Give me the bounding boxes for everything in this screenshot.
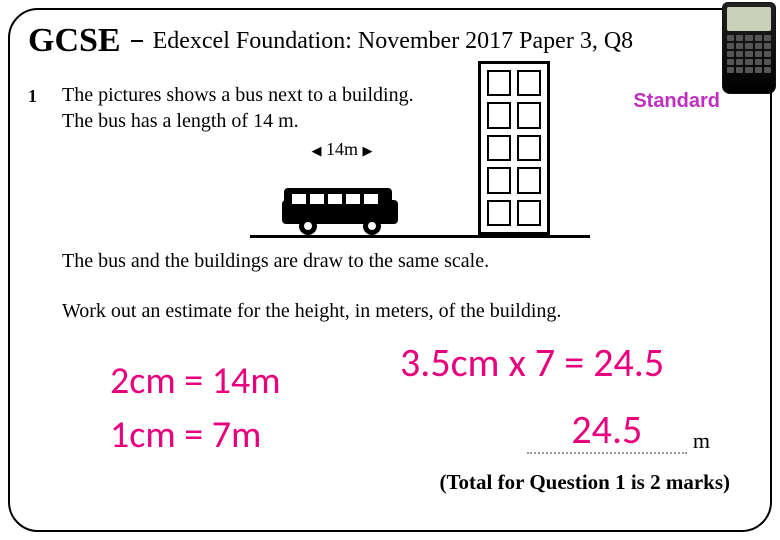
measurement-value: 14m [326,139,358,159]
calculator-screen [727,7,771,31]
answer-row: 24.5 m [527,410,710,454]
difficulty-badge: Standard [633,90,720,113]
header: GCSE Edexcel Foundation: November 2017 P… [28,22,740,60]
question-line-3: The bus and the buildings are draw to th… [62,250,489,273]
building-icon [478,61,550,235]
divider [131,40,143,42]
arrow-right-icon: ▶ [363,143,373,158]
bus-measurement: ◀ 14m ▶ [282,139,402,160]
answer-unit: m [693,428,710,454]
calculator-icon [722,2,776,94]
diagram: ◀ 14m ▶ [250,58,590,238]
answer-value: 24.5 [527,410,687,454]
question-number: 1 [28,86,37,107]
working-line-1: 2cm = 14m [110,358,281,404]
ground-line [250,235,590,238]
question-line-4: Work out an estimate for the height, in … [62,300,561,323]
working-line-2: 1cm = 7m [110,412,261,458]
worksheet-frame: GCSE Edexcel Foundation: November 2017 P… [8,8,772,532]
paper-title: Edexcel Foundation: November 2017 Paper … [153,28,634,55]
arrow-left-icon: ◀ [311,143,321,158]
brand-logo: GCSE [28,22,121,60]
working-line-3: 3.5cm x 7 = 24.5 [400,338,664,387]
bus-icon [282,178,402,236]
calculator-keys [727,35,771,73]
marks-total: (Total for Question 1 is 2 marks) [439,470,730,495]
